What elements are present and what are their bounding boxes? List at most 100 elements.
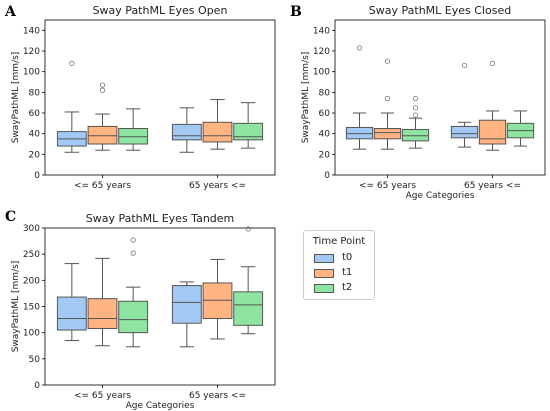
box-t2 <box>233 102 264 149</box>
x-axis-label: Age Categories <box>126 401 195 411</box>
box-t2 <box>118 108 149 151</box>
box-t1 <box>202 258 233 340</box>
outlier-point <box>412 105 419 111</box>
outlier-point <box>461 62 468 69</box>
box-t2 <box>233 226 264 335</box>
box-t2 <box>118 237 149 348</box>
y-tick-label: 140 <box>23 26 40 36</box>
y-tick-label: 80 <box>319 88 331 98</box>
y-tick-label: 250 <box>23 250 40 260</box>
y-tick-label: 100 <box>23 329 40 339</box>
box-iqr <box>87 298 118 329</box>
y-tick-label: 60 <box>29 109 41 119</box>
legend-label: t1 <box>342 267 353 278</box>
chart-title: Sway PathML Eyes Open <box>93 4 228 17</box>
chart-3: Sway PathML Eyes Tandem 0 50 100 150 200 250 30… <box>11 212 276 411</box>
outlier-point <box>489 60 496 67</box>
x-tick-label: <= 65 years <box>74 181 131 191</box>
y-tick-label: 0 <box>34 381 40 391</box>
legend-swatch <box>314 284 334 293</box>
outlier-point <box>99 82 106 88</box>
box-t1 <box>202 99 233 150</box>
y-tick-label: 50 <box>29 355 41 365</box>
box-iqr <box>450 125 479 139</box>
y-tick-label: 40 <box>29 130 41 140</box>
box-iqr <box>118 128 149 145</box>
x-tick-label: 65 years <= <box>464 181 521 191</box>
y-tick-label: 150 <box>23 303 40 313</box>
box-iqr <box>345 126 374 140</box>
y-tick-label: 140 <box>313 26 330 36</box>
plot-frame <box>44 19 276 176</box>
box-t1 <box>87 257 118 347</box>
outlier-point <box>384 58 391 64</box>
box-iqr <box>202 282 233 320</box>
outlier-point <box>384 95 391 102</box>
box-t1 <box>478 60 507 151</box>
box-iqr <box>87 125 118 145</box>
legend: Time Point t0 t1 t2 <box>303 230 375 300</box>
outlier-point <box>356 45 363 51</box>
outlier-point <box>130 250 136 256</box>
legend-title: Time Point <box>312 236 366 247</box>
box-iqr <box>478 119 507 145</box>
y-tick-label: 20 <box>319 150 331 160</box>
y-axis-label: SwayPathML [mm/s] <box>11 52 21 144</box>
x-tick-label: <= 65 years <box>74 391 131 401</box>
box-t0 <box>171 107 202 153</box>
x-tick-label: 65 years <= <box>189 181 246 191</box>
box-t0 <box>171 281 202 348</box>
outlier-point <box>99 87 106 93</box>
box-iqr <box>171 123 202 141</box>
outlier-point <box>412 95 419 102</box>
box-iqr <box>401 129 430 142</box>
y-axis-label: SwayPathML [mm/s] <box>301 52 311 144</box>
y-tick-label: 40 <box>319 130 331 140</box>
y-tick-label: 300 <box>23 224 40 234</box>
box-iqr <box>118 300 149 334</box>
x-tick-label: <= 65 years <box>359 181 416 191</box>
box-t0 <box>450 62 479 148</box>
outlier-point <box>130 237 136 243</box>
y-tick-label: 0 <box>324 171 330 181</box>
y-tick-label: 80 <box>29 88 41 98</box>
box-t1 <box>87 82 118 151</box>
box-t2 <box>506 110 535 147</box>
panel-letter-b: B <box>290 4 302 20</box>
y-tick-label: 0 <box>34 171 40 181</box>
box-iqr <box>233 291 264 326</box>
y-tick-label: 200 <box>23 276 40 286</box>
box-iqr <box>171 285 202 324</box>
y-tick-label: 120 <box>313 47 330 57</box>
box-iqr <box>373 128 402 140</box>
chart-2: Sway PathML Eyes Closed 0 20 40 60 80 100 120 14… <box>301 4 546 201</box>
outlier-point <box>245 226 251 232</box>
box-t0 <box>56 60 87 153</box>
y-tick-label: 20 <box>29 150 41 160</box>
box-t2 <box>401 95 430 149</box>
panel-letter-a: A <box>5 4 16 20</box>
outlier-point <box>69 60 75 67</box>
x-tick-label: 65 years <= <box>189 391 246 401</box>
box-iqr <box>233 122 264 141</box>
y-tick-label: 120 <box>23 47 40 57</box>
box-t0 <box>345 45 374 150</box>
chart-1: Sway PathML Eyes Open 0 20 40 60 80 100 120 140 S… <box>11 4 276 191</box>
chart-title: Sway PathML Eyes Tandem <box>86 212 235 225</box>
box-t0 <box>56 263 87 342</box>
chart-title: Sway PathML Eyes Closed <box>369 4 511 17</box>
box-iqr <box>56 296 87 331</box>
legend-swatch <box>314 269 334 278</box>
y-tick-label: 100 <box>23 68 40 78</box>
panel-letter-c: C <box>5 209 17 225</box>
legend-label: t0 <box>342 252 353 263</box>
legend-label: t2 <box>342 282 353 293</box>
y-axis-label: SwayPathML [mm/s] <box>11 261 21 353</box>
x-axis-label: Age Categories <box>406 191 475 201</box>
y-tick-label: 60 <box>319 109 331 119</box>
legend-swatch <box>314 254 334 263</box>
plot-frame <box>334 19 546 176</box>
outlier-point <box>412 112 419 118</box>
box-iqr <box>202 121 233 143</box>
